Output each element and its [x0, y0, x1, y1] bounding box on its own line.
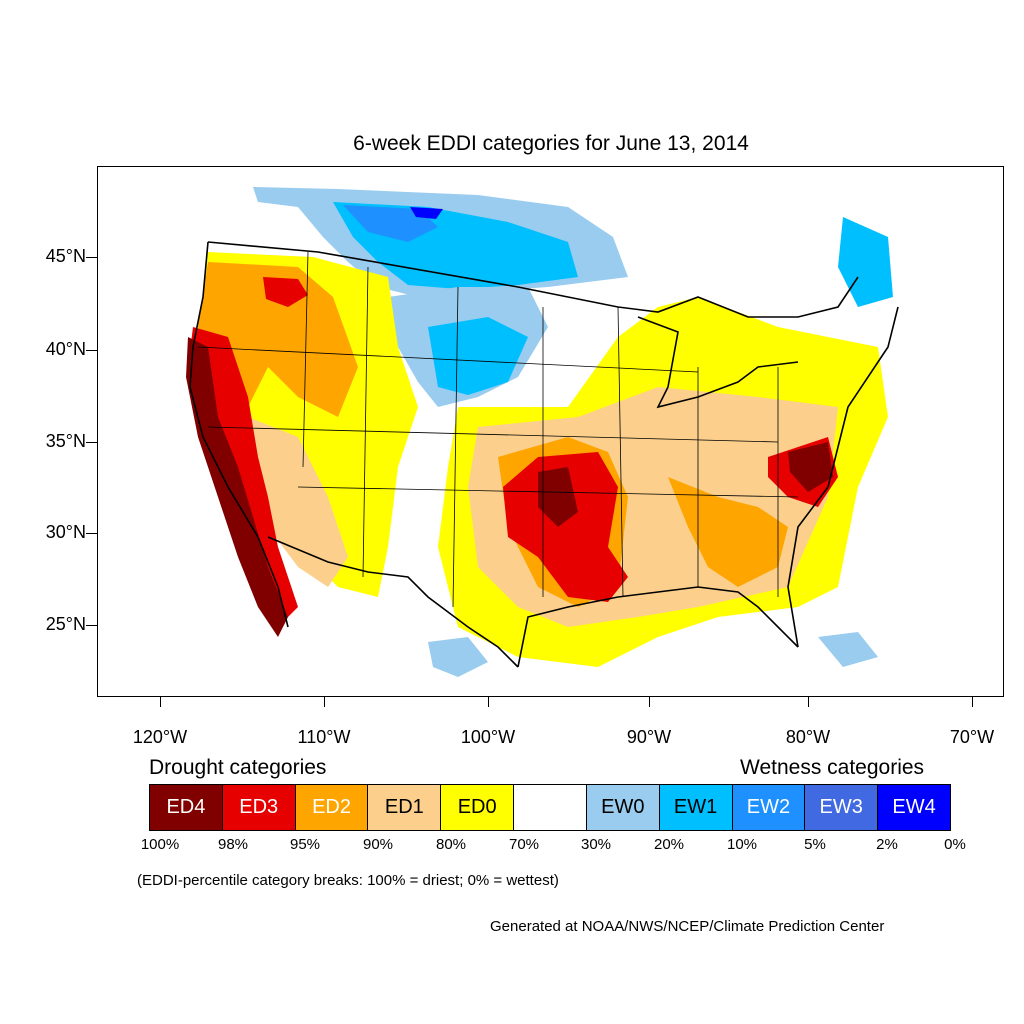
credit-line: Generated at NOAA/NWS/NCEP/Climate Predi…	[490, 918, 885, 935]
lon-label-80w: 80°W	[785, 727, 831, 747]
caribbean-wetness	[818, 632, 878, 667]
category-note: (EDDI-percentile category breaks: 100% =…	[137, 872, 559, 889]
legend-swatch-ew0: EW0	[586, 785, 660, 830]
state-borders	[197, 251, 799, 608]
legend-swatch-ew4: EW4	[878, 785, 950, 830]
coastlines	[189, 241, 899, 668]
legend-break: 95%	[289, 836, 321, 853]
map-frame	[97, 166, 1004, 697]
gulf-wetness	[428, 637, 488, 677]
northeast-wetness	[838, 217, 893, 307]
canada-wetness-darkest	[410, 207, 443, 219]
legend-break: 80%	[435, 836, 467, 853]
us-west-coast	[189, 241, 289, 628]
lat-tick	[86, 533, 97, 534]
legend-break: 10%	[726, 836, 758, 853]
canada-wetness-dark	[343, 205, 438, 242]
oregon-ed3	[263, 277, 308, 307]
us-mexico-border	[267, 536, 519, 668]
lat-tick	[86, 442, 97, 443]
lat-tick	[86, 350, 97, 351]
legend-color-bar: ED4 ED3 ED2 ED1 ED0 EW0 EW1 EW2 EW3 EW4	[149, 784, 951, 831]
east-coast	[787, 306, 899, 648]
lat-label-25: 25°N	[45, 614, 86, 634]
west-drought-ed1	[248, 417, 348, 587]
lon-tick	[324, 697, 325, 707]
legend-swatch-ew3: EW3	[805, 785, 879, 830]
legend-swatch-ed3: ED3	[222, 785, 296, 830]
drought-categories-header: Drought categories	[149, 756, 327, 779]
west-coast-ed4	[186, 337, 288, 637]
legend-break: 30%	[580, 836, 612, 853]
legend-break: 2%	[876, 836, 898, 853]
gulf-coast	[517, 586, 799, 668]
legend-swatch-ew2: EW2	[732, 785, 806, 830]
legend-break: 5%	[804, 836, 826, 853]
legend-break: 98%	[217, 836, 249, 853]
legend-swatch-ed2: ED2	[295, 785, 369, 830]
legend-break: 100%	[140, 836, 180, 853]
lat-tick	[86, 257, 97, 258]
lon-label-120w: 120°W	[132, 727, 188, 747]
map-title: 6-week EDDI categories for June 13, 2014	[353, 132, 749, 155]
legend-break: 90%	[362, 836, 394, 853]
lat-tick	[86, 625, 97, 626]
eddi-map	[186, 187, 899, 677]
southern-plains-ed4	[538, 467, 578, 527]
southern-plains-ed3	[503, 452, 628, 602]
lat-label-40: 40°N	[45, 339, 86, 359]
lon-label-90w: 90°W	[626, 727, 672, 747]
legend-break: 0%	[944, 836, 966, 853]
lon-tick	[649, 697, 650, 707]
virginia-carolina-ed4	[788, 442, 833, 492]
lon-tick	[160, 697, 161, 707]
wetness-categories-header: Wetness categories	[740, 756, 925, 779]
legend-swatch-ed0: ED0	[441, 785, 515, 830]
lon-label-100w: 100°W	[460, 727, 516, 747]
lon-label-110w: 110°W	[297, 727, 351, 747]
legend-swatch-neutral	[514, 785, 587, 830]
lon-label-70w: 70°W	[949, 727, 995, 747]
legend-swatch-ed4: ED4	[150, 785, 223, 830]
lon-tick	[488, 697, 489, 707]
lat-label-45: 45°N	[45, 246, 86, 266]
legend-break: 20%	[653, 836, 685, 853]
lon-tick	[972, 697, 973, 707]
lat-label-30: 30°N	[45, 522, 86, 542]
legend-break: 70%	[508, 836, 540, 853]
legend-swatch-ew1: EW1	[659, 785, 733, 830]
great-lakes	[637, 316, 799, 409]
us-border-north	[207, 241, 859, 318]
legend-swatch-ed1: ED1	[368, 785, 442, 830]
northern-plains-wetness-mid	[428, 317, 528, 395]
lon-tick	[808, 697, 809, 707]
lat-label-35: 35°N	[45, 431, 86, 451]
